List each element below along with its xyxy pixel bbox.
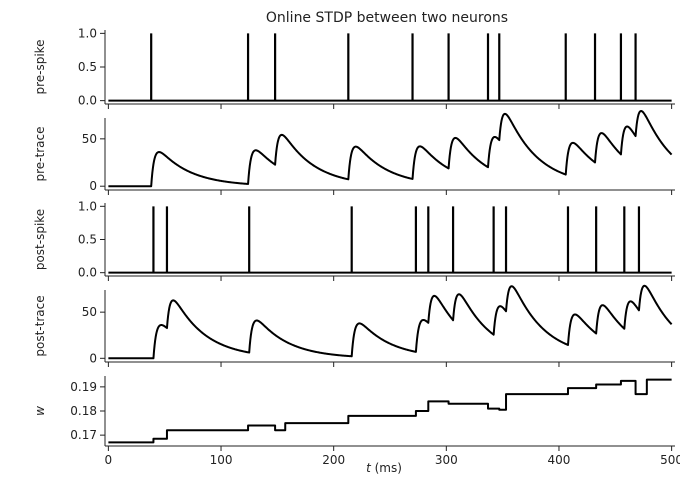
y-tick-label: 0 [89,179,97,193]
y-tick-label: 0 [89,351,97,365]
x-axis-label: t (ms) [366,461,402,475]
x-tick-label: 0 [105,453,113,467]
x-tick-label: 500 [660,453,680,467]
y-tick-label: 0.5 [78,60,97,74]
y-axis-label-weight: w [33,406,47,416]
y-tick-label: 0.5 [78,233,97,247]
y-tick-label: 1.0 [78,199,97,213]
y-tick-label: 50 [82,305,97,319]
y-tick-label: 0.19 [70,380,97,394]
panel-pre-trace: 0 50 pre-trace [33,110,675,195]
panels: 0.0 0.5 1.0 pre-spike 0 50 pre-trace 0.0 0.5 1.0 p… [33,26,680,467]
y-axis-label-pre-trace: pre-trace [33,127,47,182]
y-tick-label: 0.0 [78,266,97,280]
trace-line [107,284,673,360]
y-tick-label: 50 [82,132,97,146]
y-tick-label: 1.0 [78,26,97,40]
panel-pre-spike: 0.0 0.5 1.0 pre-spike [33,26,675,109]
weight-line [108,378,672,444]
panel-post-trace: 0 50 post-trace [33,284,675,367]
panel-post-spike: 0.0 0.5 1.0 post-spike [33,199,675,281]
panel-weight: 0.17 0.18 0.19 0 100 200 300 400 500 w [33,376,680,467]
y-axis-label-pre-spike: pre-spike [33,39,47,94]
y-axis-label-post-trace: post-trace [33,295,47,356]
x-tick-label: 400 [548,453,571,467]
x-axis-label-unit: (ms) [371,461,402,475]
x-tick-label: 300 [435,453,458,467]
x-tick-label: 100 [210,453,233,467]
trace-line [107,110,673,188]
x-axis-label-variable: t [366,461,372,475]
x-tick-label: 200 [322,453,345,467]
chart-title: Online STDP between two neurons [266,10,508,26]
y-tick-label: 0.17 [70,428,97,442]
y-tick-label: 0.0 [78,94,97,108]
y-tick-label: 0.18 [70,404,97,418]
y-axis-label-post-spike: post-spike [33,209,47,270]
